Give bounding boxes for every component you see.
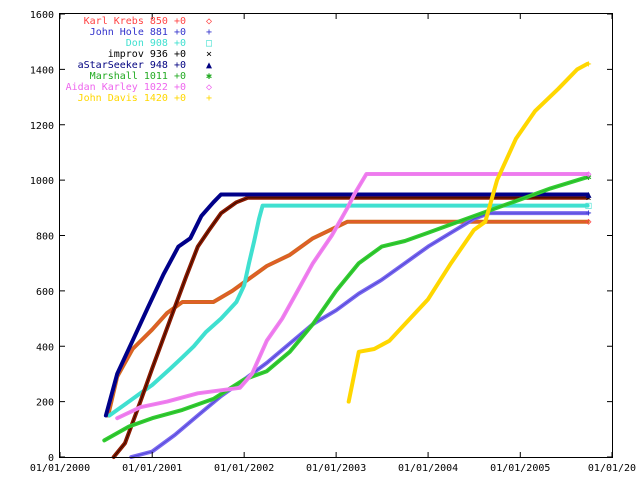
y-tick-label: 1000 — [30, 176, 54, 187]
series-end-marker: + — [586, 59, 592, 70]
y-tick-label: 800 — [36, 232, 54, 243]
x-tick-label: 01/01/2000 — [30, 463, 90, 474]
legend-entry-label: John Davis 1420 +0 — [78, 93, 186, 104]
y-tick-label: 400 — [36, 342, 54, 353]
series-line-core-0 — [107, 221, 588, 416]
x-tick-label: 01/01/2005 — [490, 463, 550, 474]
series-line-core-3 — [113, 197, 588, 458]
plot-frame — [59, 13, 613, 458]
series-end-marker: ◇ — [586, 169, 592, 180]
legend-entry-label: Don 908 +0 — [126, 38, 186, 49]
legend-entry-marker: ▲ — [206, 60, 212, 71]
y-tick-label: 600 — [36, 287, 54, 298]
legend-entry-marker: ◇ — [206, 16, 212, 27]
series-end-marker: ▲ — [586, 190, 592, 201]
series-end-marker: □ — [586, 201, 592, 212]
series-line-core-5 — [104, 176, 588, 441]
y-tick-label: 1200 — [30, 121, 54, 132]
series-end-marker: ◇ — [586, 217, 592, 228]
series-line-core-6 — [116, 173, 588, 419]
x-tick-label: 01/01/2003 — [306, 463, 366, 474]
y-tick-label: 1400 — [30, 65, 54, 76]
legend-entry-marker: □ — [206, 38, 212, 49]
series-line-core-2 — [109, 205, 588, 416]
legend-entry-label: Karl Krebs 850 +0 — [84, 16, 186, 27]
legend-entry-label: aStarSeeker 948 +0 — [78, 60, 186, 71]
y-axis: 0 200 400 600 800 1000 1200 1400 1600 — [30, 10, 612, 464]
x-tick-label: 01/01/2002 — [214, 463, 274, 474]
y-tick-label: 200 — [36, 398, 54, 409]
series-end-marker: ✱ — [586, 172, 592, 183]
x-tick-label: 01/01/2001 — [122, 463, 182, 474]
legend-entry-label: Marshall 1011 +0 — [90, 71, 186, 82]
legend-entry-label: improv 936 +0 — [108, 49, 186, 60]
series-end-marker: × — [586, 193, 592, 204]
y-tick-label: 1600 — [30, 10, 54, 21]
x-tick-label: 01/01/20 — [588, 463, 636, 474]
legend-entry-marker: ✱ — [206, 71, 212, 82]
x-tick-label: 01/01/2004 — [398, 463, 458, 474]
legend: Karl Krebs 850 +0 ◇ John Hole 881 +0 + Don 9… — [66, 16, 212, 104]
legend-entry-label: John Hole 881 +0 — [90, 27, 186, 38]
legend-entry-marker: + — [206, 93, 212, 104]
series-line-core-4 — [105, 194, 588, 416]
series-layer: ◇+□×▲✱◇+ — [102, 59, 592, 459]
legend-entry-marker: ◇ — [206, 82, 212, 93]
series-line-core-1 — [131, 212, 588, 458]
legend-entry-marker: + — [206, 27, 212, 38]
y-tick-label: 0 — [48, 453, 54, 464]
series-line-core-7 — [348, 63, 588, 402]
legend-entry-label: Aidan Karley 1022 +0 — [66, 82, 186, 93]
x-axis: 01/01/2000 01/01/2001 01/01/2002 01/01/2003… — [30, 14, 636, 474]
legend-entry-marker: × — [206, 49, 212, 60]
series-end-marker: + — [586, 208, 592, 219]
